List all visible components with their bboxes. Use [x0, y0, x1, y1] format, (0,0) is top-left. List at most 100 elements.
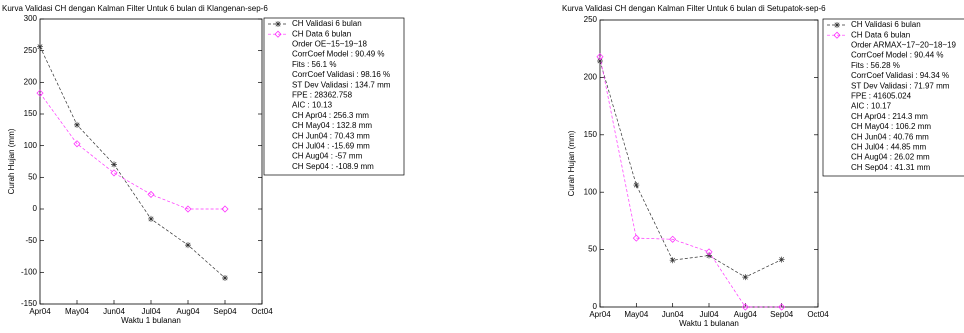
legend-box: [822, 18, 964, 177]
series-line: [39, 92, 225, 210]
x-tick-label: Jul04: [699, 310, 719, 319]
marker: [705, 248, 713, 256]
marker: [597, 57, 603, 64]
x-tick-label: Jun04: [103, 307, 125, 316]
legend-box: [263, 17, 405, 176]
legend-note: CorrCoef Model : 90.49 %: [292, 50, 385, 59]
marker: [741, 303, 749, 311]
legend-note: CH Aug04 : -57 mm: [292, 152, 363, 161]
marker: [596, 53, 604, 61]
x-tick-label: Jun04: [662, 310, 684, 319]
x-tick-label: Aug04: [734, 310, 758, 319]
marker: [633, 182, 640, 189]
plot-frame: [39, 18, 263, 305]
legend-note: CH Jul04 : 44.85 mm: [851, 143, 926, 152]
marker: [778, 303, 786, 311]
marker: [221, 205, 229, 213]
series-line: [599, 60, 782, 278]
x-tick-label: May04: [624, 310, 649, 319]
legend-note: Order OE~15~19~18: [292, 40, 367, 49]
marker: [742, 274, 749, 281]
y-tick-label: 200: [24, 77, 38, 86]
marker: [669, 257, 676, 264]
legend-note: CH May04 : 106.2 mm: [851, 122, 931, 131]
legend-note: CH Jul04 : -15.69 mm: [292, 142, 370, 151]
legend-note: CH Apr04 : 214.3 mm: [851, 112, 928, 121]
marker: [669, 235, 677, 243]
y-tick-label: -150: [21, 299, 38, 308]
legend-note: CH Apr04 : 256.3 mm: [292, 111, 369, 120]
y-tick-label: 50: [588, 245, 597, 254]
marker: [185, 242, 191, 249]
marker: [36, 89, 44, 97]
y-axis-label: Curah Hujan (mm): [7, 128, 16, 194]
y-tick-label: 150: [24, 109, 38, 118]
x-tick-label: Sep04: [213, 307, 237, 316]
x-tick-label: Sep04: [770, 310, 794, 319]
legend-note: FPE : 28362.758: [292, 91, 353, 100]
x-tick-label: May04: [65, 307, 90, 316]
legend-note: CorrCoef Model : 90.44 %: [851, 51, 944, 60]
y-tick-label: 200: [584, 73, 598, 82]
marker: [274, 30, 282, 38]
legend-note: CH May04 : 132.8 mm: [292, 121, 372, 130]
x-axis-label: Waktu 1 bulanan: [121, 316, 181, 325]
marker: [706, 252, 712, 259]
legend-note: CorrCoef Validasi : 94.34 %: [851, 71, 949, 80]
series-line: [599, 56, 782, 308]
marker: [147, 190, 155, 198]
legend-note: AIC : 10.17: [851, 102, 892, 111]
marker: [834, 22, 840, 28]
legend-note: CH Aug04 : 26.02 mm: [851, 153, 930, 162]
legend-note: AIC : 10.13: [292, 101, 333, 110]
y-tick-label: 0: [33, 204, 38, 213]
marker: [222, 274, 228, 281]
legend-label: CH Validasi 6 bulan: [851, 20, 921, 29]
legend-note: CH Jun04 : 70.43 mm: [292, 131, 370, 140]
legend-note: Fits : 56.1 %: [292, 60, 336, 69]
x-tick-label: Jul04: [141, 307, 161, 316]
x-tick-label: Oct04: [251, 307, 273, 316]
x-tick-label: Oct04: [807, 310, 829, 319]
marker: [111, 161, 117, 168]
x-tick-label: Apr04: [589, 310, 611, 319]
y-tick-label: 100: [584, 187, 598, 196]
y-tick-label: -50: [25, 236, 37, 245]
y-tick-label: 50: [28, 172, 37, 181]
y-tick-label: 300: [24, 14, 38, 23]
y-tick-label: 0: [593, 302, 598, 311]
chart-title: Kurva Validasi CH dengan Kalman Filter U…: [2, 4, 268, 13]
legend-label: CH Data 6 bulan: [851, 30, 910, 39]
legend-note: Order ARMAX~17~20~18~19: [851, 41, 957, 50]
y-axis-label: Curah Hujan (mm): [567, 130, 576, 196]
marker: [184, 205, 192, 213]
series-line: [39, 46, 226, 279]
x-tick-label: Apr04: [29, 307, 51, 316]
legend-note: CH Jun04 : 40.76 mm: [851, 132, 929, 141]
legend-note: ST Dev Validasi : 71.97 mm: [851, 81, 950, 90]
marker: [73, 140, 81, 148]
marker: [778, 256, 785, 263]
y-tick-label: 150: [584, 130, 598, 139]
legend-note: Fits : 56.28 %: [851, 61, 900, 70]
y-tick-label: 250: [24, 46, 38, 55]
y-tick-label: -100: [21, 267, 38, 276]
marker: [110, 169, 118, 177]
marker: [632, 234, 640, 242]
marker: [148, 215, 154, 222]
marker: [275, 21, 281, 27]
y-tick-label: 100: [24, 141, 38, 150]
legend-label: CH Validasi 6 bulan: [292, 19, 362, 28]
legend-note: ST Dev Validasi : 134.7 mm: [292, 80, 391, 89]
plot-frame: [599, 19, 819, 308]
legend-note: CorrCoef Validasi : 98.16 %: [292, 70, 390, 79]
legend-label: CH Data 6 bulan: [292, 29, 351, 38]
legend-note: CH Sep04 : -108.9 mm: [292, 162, 374, 171]
y-tick-label: 250: [584, 15, 598, 24]
x-tick-label: Aug04: [176, 307, 200, 316]
marker: [37, 43, 43, 50]
chart-title: Kurva Validasi CH dengan Kalman Filter U…: [562, 4, 826, 13]
marker: [833, 31, 841, 39]
